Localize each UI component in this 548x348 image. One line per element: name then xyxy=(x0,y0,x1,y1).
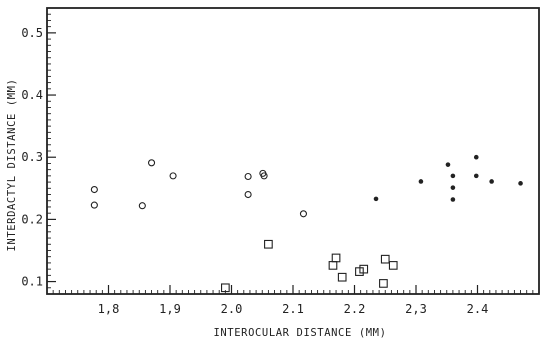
x-axis-title: INTEROCULAR DISTANCE (MM) xyxy=(213,327,386,339)
filled-dot-point xyxy=(489,179,494,184)
open-circle-point xyxy=(148,159,156,167)
open-circle-point xyxy=(90,201,98,209)
open-circle-point xyxy=(244,172,252,181)
filled-dot-point xyxy=(473,173,479,179)
x-tick-label: 2.0 xyxy=(221,302,243,316)
open-square-point xyxy=(379,279,388,288)
x-tick-label: 2.4 xyxy=(467,302,489,316)
plot-frame xyxy=(46,7,540,295)
open-square-point xyxy=(221,283,230,293)
open-square-point xyxy=(264,239,273,249)
y-tick-label: 0.4 xyxy=(21,88,43,102)
open-circle-point xyxy=(90,185,98,194)
open-circle-point xyxy=(299,210,308,218)
open-circle-point xyxy=(260,172,268,180)
filled-dot-point xyxy=(450,197,456,202)
filled-dot-point xyxy=(473,154,479,160)
y-axis-title: INTERDACTYL DISTANCE (MM) xyxy=(6,78,18,251)
open-square-point xyxy=(388,261,398,270)
y-tick-label: 0.3 xyxy=(21,150,43,164)
x-tick-label: 2.2 xyxy=(344,302,366,316)
open-circle-point xyxy=(138,202,146,210)
open-square-point xyxy=(328,261,338,270)
filled-dot-point xyxy=(450,185,456,190)
open-circle-point xyxy=(169,172,177,180)
y-tick-label: 0.5 xyxy=(21,26,43,40)
open-square-point xyxy=(337,272,347,282)
x-tick-label: 2,3 xyxy=(405,302,427,316)
open-square-point xyxy=(331,253,341,263)
open-square-point xyxy=(359,264,369,274)
x-tick-label: 1,9 xyxy=(159,302,181,316)
filled-dot-point xyxy=(518,181,523,186)
filled-dot-point xyxy=(445,162,451,167)
open-circle-point xyxy=(244,190,252,199)
y-tick-label: 0.1 xyxy=(21,275,43,289)
x-tick-label: 1,8 xyxy=(98,302,120,316)
points-layer xyxy=(90,154,523,293)
filled-dot-point xyxy=(450,173,456,179)
ticks-layer: 1,8 1,9 2.0 2.1 2.2 2,3 2.4 0.1 0.2 0.3 0.4 0.5 xyxy=(21,7,534,316)
x-tick-label: 2.1 xyxy=(282,302,304,316)
open-square-point xyxy=(380,254,390,264)
y-tick-label: 0.2 xyxy=(21,212,43,226)
filled-dot-point xyxy=(418,179,424,184)
filled-dot-point xyxy=(373,196,379,202)
